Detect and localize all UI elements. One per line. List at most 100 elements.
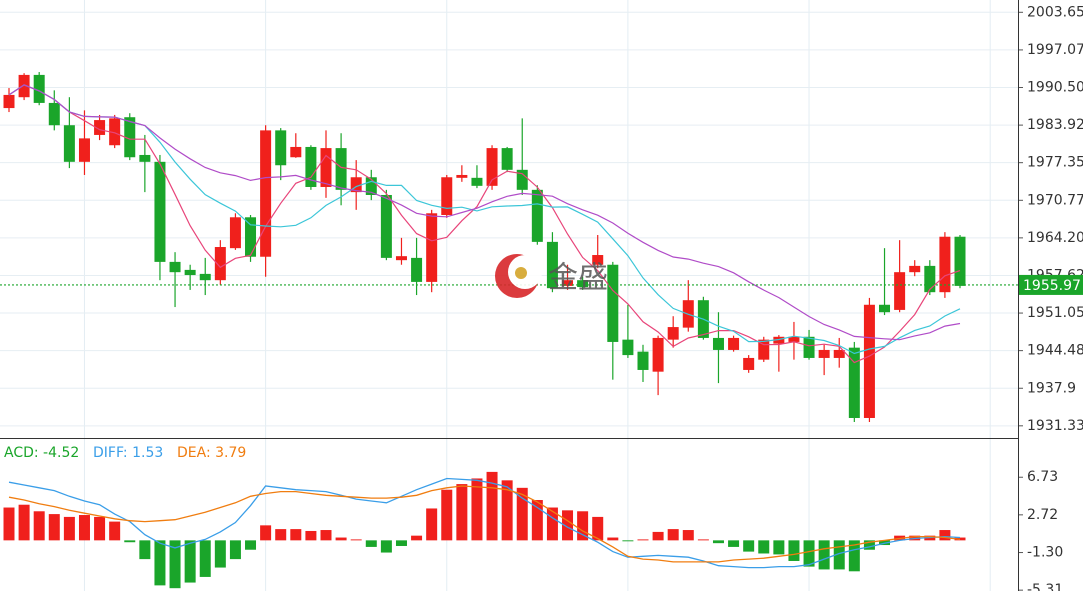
candle-body xyxy=(909,265,921,273)
macd-bar xyxy=(758,540,770,554)
candle-body xyxy=(456,174,468,178)
macd-bar xyxy=(214,540,226,568)
candle-body xyxy=(335,148,347,190)
macd-bar xyxy=(682,530,694,541)
candle-body xyxy=(214,247,226,281)
macd-bar xyxy=(607,537,619,541)
macd-bar xyxy=(848,540,860,572)
y-tick-label: 1944.48 xyxy=(1027,343,1083,359)
macd-bar xyxy=(290,529,302,541)
macd-bar xyxy=(562,510,574,541)
macd-bar xyxy=(426,508,438,541)
macd-bar xyxy=(18,504,30,541)
candle-body xyxy=(833,349,845,358)
candle-body xyxy=(501,148,513,170)
macd-bar xyxy=(260,525,272,541)
candle-body xyxy=(592,255,604,265)
candle-body xyxy=(350,177,362,193)
macd-line xyxy=(8,477,961,569)
y-tick-label: 1931.33 xyxy=(1027,418,1083,434)
y-tick-label: 6.73 xyxy=(1027,469,1058,485)
y-tick-label: 2003.65 xyxy=(1027,4,1083,20)
macd-bar xyxy=(667,529,679,541)
candle-body xyxy=(712,337,724,350)
macd-bar xyxy=(199,540,211,577)
macd-bar xyxy=(169,540,181,589)
candle-body xyxy=(894,272,906,310)
candle-body xyxy=(652,337,664,372)
candle-body xyxy=(109,118,121,146)
watermark-text: 金盛 xyxy=(548,261,608,296)
candle-body xyxy=(3,94,15,109)
y-tick-label: 2.72 xyxy=(1027,507,1058,523)
candle-body xyxy=(471,177,483,186)
macd-bar xyxy=(411,535,423,541)
candle-body xyxy=(486,148,498,186)
macd-bar xyxy=(863,540,875,550)
macd-bar xyxy=(546,507,558,541)
legend-entry: DIFF: 1.53 xyxy=(93,445,163,461)
macd-bar xyxy=(380,540,392,553)
macd-line xyxy=(8,485,961,563)
ma-line xyxy=(8,84,961,355)
candle-body xyxy=(275,130,287,166)
candle-body xyxy=(516,169,528,190)
candle-body xyxy=(94,120,106,135)
macd-bar xyxy=(320,530,332,541)
macd-bar xyxy=(441,489,453,541)
macd-bar xyxy=(275,529,287,541)
macd-bar xyxy=(818,540,830,570)
macd-bar xyxy=(516,487,528,541)
macd-bar xyxy=(773,540,785,555)
macd-bar xyxy=(531,500,543,541)
last-price-tag xyxy=(1019,274,1083,295)
candle-body xyxy=(63,125,75,162)
candle-body xyxy=(184,269,196,276)
candle-body xyxy=(320,148,332,187)
macd-bar xyxy=(335,537,347,541)
macd-bar xyxy=(743,540,755,552)
macd-bar xyxy=(637,539,649,541)
y-tick-label: -1.30 xyxy=(1027,545,1063,561)
candle-body xyxy=(531,189,543,242)
macd-bar xyxy=(471,478,483,541)
candle-body xyxy=(818,349,830,358)
candle-body xyxy=(139,154,151,162)
ma-line xyxy=(8,84,961,364)
candle-body xyxy=(18,74,30,98)
macd-bar xyxy=(154,540,166,586)
candle-body xyxy=(48,102,60,126)
candle-body xyxy=(199,273,211,281)
macd-bar xyxy=(622,540,634,542)
last-price-label: 1955.97 xyxy=(1023,278,1081,294)
candle-body xyxy=(848,347,860,418)
y-tick-label: 1977.35 xyxy=(1027,155,1083,171)
candle-body xyxy=(743,357,755,370)
candle-body xyxy=(395,256,407,261)
macd-bar xyxy=(788,540,800,561)
candle-body xyxy=(154,161,166,262)
candle-body xyxy=(305,146,317,187)
macd-bar xyxy=(109,521,121,541)
candle-body xyxy=(924,265,936,293)
y-tick-label: 1937.9 xyxy=(1027,380,1076,396)
ma-line xyxy=(8,84,961,341)
candle-body xyxy=(169,261,181,273)
legend-entry: DEA: 3.79 xyxy=(177,445,246,461)
macd-bar xyxy=(78,515,90,541)
macd-bar xyxy=(728,540,740,547)
candle-body xyxy=(939,236,951,293)
candle-body xyxy=(260,130,272,257)
candle-body xyxy=(290,146,302,158)
macd-bar xyxy=(94,516,106,541)
candle-body xyxy=(637,351,649,370)
macd-bar xyxy=(33,511,45,541)
y-tick-label: 1951.05 xyxy=(1027,305,1083,321)
watermark xyxy=(495,254,542,298)
macd-bar xyxy=(365,540,377,547)
macd-bar xyxy=(3,507,15,541)
candle-body xyxy=(879,304,891,313)
candle-body xyxy=(245,217,257,257)
candle-body xyxy=(380,194,392,258)
